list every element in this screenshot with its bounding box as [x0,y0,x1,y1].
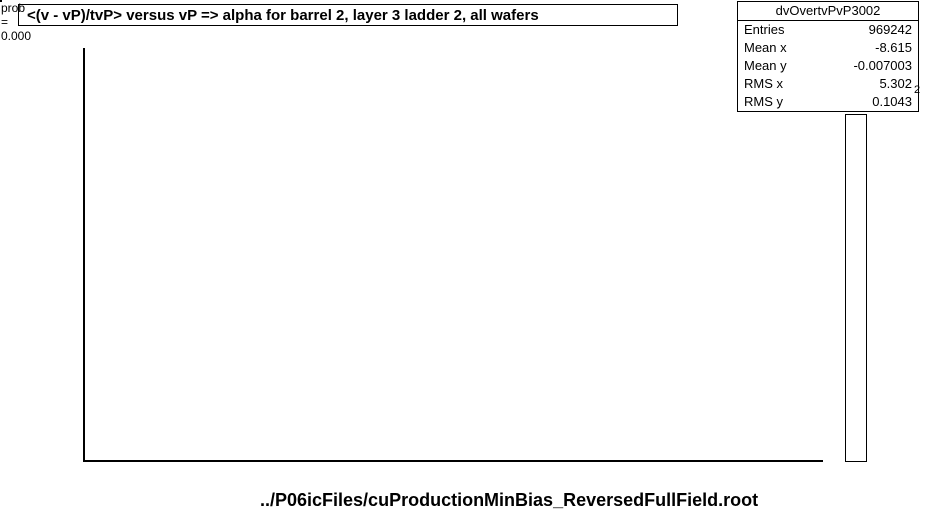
x-axis-file-label: ../P06icFiles/cuProductionMinBias_Revers… [260,490,758,511]
legend-box: prob = 0.000 [0,0,2,2]
stats-row-entries: Entries 969242 [738,21,918,39]
figure-container: <(v - vP)/tvP> versus vP => alpha for ba… [0,0,926,527]
stats-label: Entries [744,22,784,38]
colorbar [845,114,867,462]
stats-value: 0.1043 [872,94,912,110]
stats-value: 969242 [869,22,912,38]
plot-area [83,48,823,462]
plot-title: <(v - vP)/tvP> versus vP => alpha for ba… [18,4,678,26]
stats-value: 5.302 [879,76,912,92]
stats-hname: dvOvertvPvP3002 [738,2,918,21]
stats-value: -0.007003 [853,58,912,74]
legend-text: prob = 0.000 [1,1,31,43]
plot-svg [85,48,825,462]
overlay-exponent: 2 [914,84,920,96]
stats-value: -8.615 [875,40,912,56]
